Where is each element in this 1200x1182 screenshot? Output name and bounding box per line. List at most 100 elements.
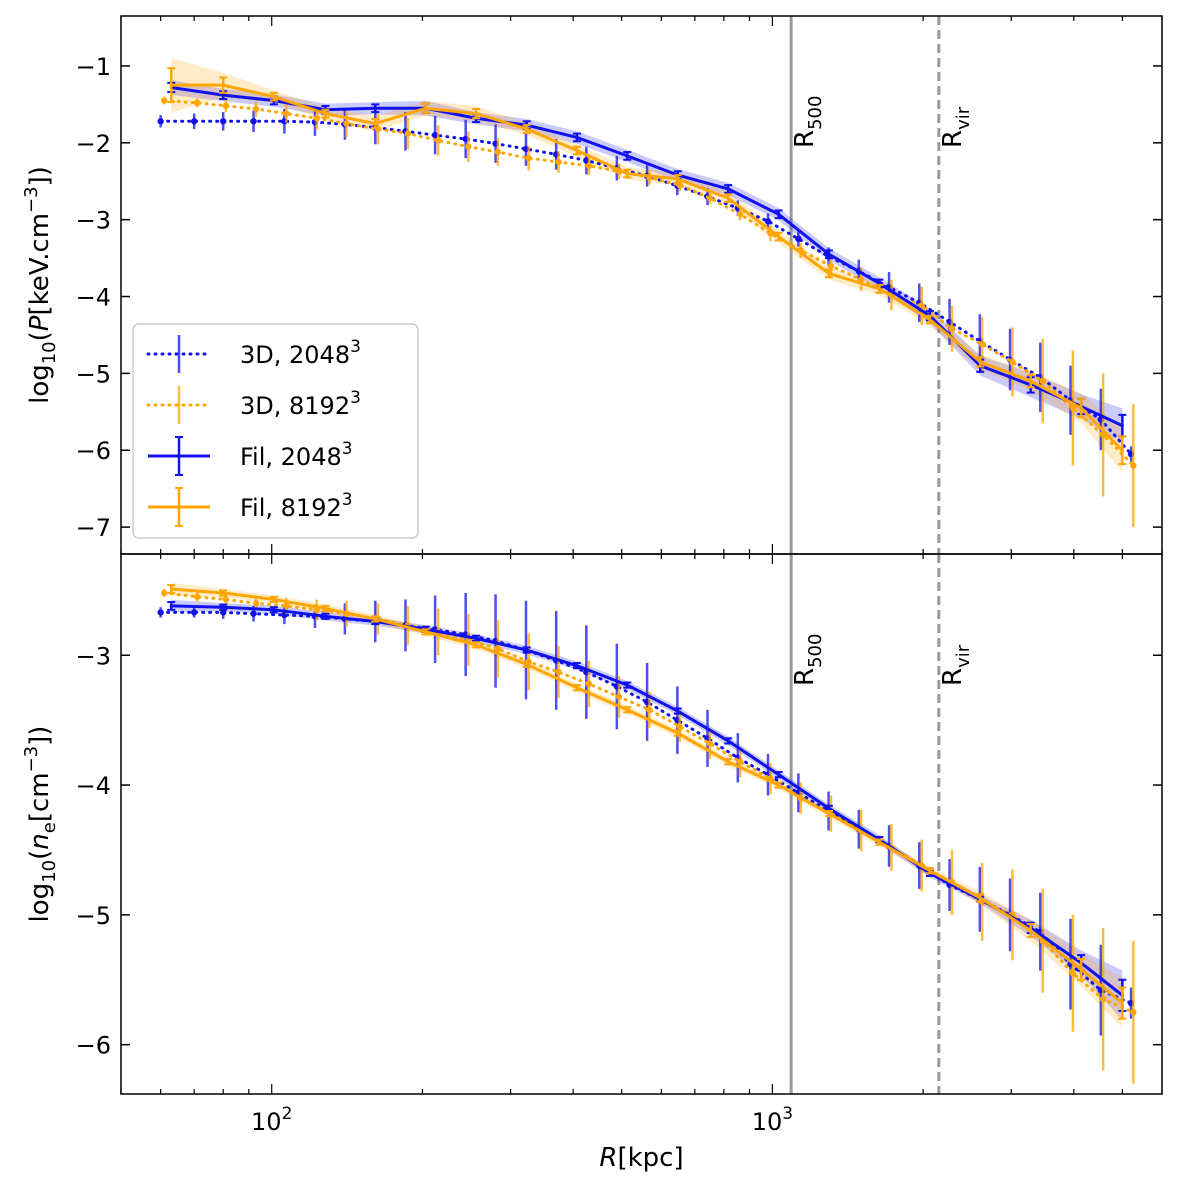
data-point bbox=[764, 218, 772, 225]
legend-entry-d3_8192: 3D, 81923 bbox=[146, 386, 361, 424]
legend-label-text: Fil, 2048 bbox=[240, 443, 342, 471]
y-label-log: log bbox=[25, 883, 55, 923]
panel-frame bbox=[120, 553, 1163, 1095]
data-point bbox=[585, 680, 593, 688]
data-point bbox=[555, 158, 562, 166]
legend-label-sup: 3 bbox=[342, 439, 353, 459]
data-point bbox=[222, 596, 230, 603]
y-axis-label: log10(P[keV.cm−3]) bbox=[21, 166, 60, 404]
data-point bbox=[736, 211, 744, 218]
data-point bbox=[706, 194, 714, 202]
data-point bbox=[404, 130, 412, 137]
data-point bbox=[827, 262, 835, 269]
x-tick-exp: 2 bbox=[282, 1104, 293, 1124]
y-tick-label: −1 bbox=[76, 53, 111, 81]
data-point bbox=[434, 137, 442, 144]
series-line bbox=[169, 587, 1124, 1005]
data-point bbox=[252, 105, 260, 113]
legend-label-sup: 3 bbox=[350, 388, 361, 408]
data-point bbox=[431, 131, 439, 139]
series-fil-8192- bbox=[167, 67, 1127, 466]
rvir-label: Rvir bbox=[938, 106, 974, 148]
data-point bbox=[283, 602, 290, 610]
y-label-unit-sup: −3 bbox=[21, 746, 42, 773]
y-tick-label: −5 bbox=[76, 360, 111, 388]
data-point bbox=[219, 118, 227, 125]
y-label-var: P bbox=[25, 315, 55, 331]
data-point bbox=[585, 162, 593, 170]
y-tick-label: −4 bbox=[76, 772, 111, 800]
data-point bbox=[494, 645, 502, 652]
y-label-unit: [keV.cm bbox=[25, 213, 55, 316]
y-tick-label: −7 bbox=[76, 514, 111, 542]
x-label-unit: [kpc] bbox=[617, 1143, 683, 1173]
data-point bbox=[161, 97, 168, 104]
rvir-label-sub: vir bbox=[953, 106, 974, 130]
data-point bbox=[313, 115, 320, 122]
series-line bbox=[169, 83, 1124, 452]
x-tick-base: 10 bbox=[752, 1108, 783, 1136]
y-label-log-sub: 10 bbox=[39, 341, 60, 364]
data-point bbox=[676, 723, 683, 730]
y-label-open: ( bbox=[25, 331, 55, 341]
plot-area: R500 Rvir bbox=[157, 554, 1137, 1094]
legend-label: Fil, 81923 bbox=[240, 490, 353, 522]
data-point bbox=[252, 600, 260, 607]
y-label-close: ]) bbox=[25, 726, 55, 746]
r500-label-sub: 500 bbox=[805, 634, 826, 668]
data-point bbox=[525, 154, 532, 162]
data-point bbox=[161, 589, 168, 597]
r500-label: R500 bbox=[790, 96, 826, 148]
legend-label-text: 3D, 8192 bbox=[240, 392, 350, 420]
y-tick-label: −5 bbox=[76, 902, 111, 930]
y-tick-label: −3 bbox=[76, 207, 111, 235]
rvir-label-main: R bbox=[938, 130, 968, 148]
y-label-log: log bbox=[25, 364, 55, 404]
legend-label: Fil, 20483 bbox=[240, 439, 353, 471]
data-point bbox=[250, 118, 257, 125]
legend-entry-d3_2048: 3D, 20483 bbox=[146, 335, 361, 373]
data-point bbox=[343, 120, 350, 127]
y-label-close: ]) bbox=[25, 166, 55, 186]
data-point bbox=[555, 668, 562, 676]
x-tick-label: 103 bbox=[752, 1104, 793, 1136]
r500-label-main: R bbox=[790, 668, 820, 686]
data-point bbox=[1039, 377, 1046, 385]
data-point bbox=[795, 235, 802, 243]
data-point bbox=[1069, 404, 1077, 412]
legend-label-text: 3D, 2048 bbox=[240, 341, 350, 369]
data-point bbox=[1009, 358, 1016, 366]
y-tick-label: −6 bbox=[76, 437, 111, 465]
data-point bbox=[190, 118, 198, 125]
data-point bbox=[222, 102, 230, 110]
data-point bbox=[157, 609, 164, 616]
data-point bbox=[1130, 462, 1137, 469]
data-point bbox=[706, 740, 714, 747]
y-tick-label: −4 bbox=[76, 284, 111, 312]
data-point bbox=[250, 610, 257, 617]
y-tick-label: −6 bbox=[76, 1032, 111, 1060]
data-point bbox=[194, 593, 201, 601]
data-point bbox=[194, 99, 201, 107]
y-label-unit-sup: −3 bbox=[21, 186, 42, 213]
x-tick-exp: 3 bbox=[782, 1104, 793, 1124]
y-label-var: n bbox=[25, 833, 55, 849]
legend-label-text: Fil, 8192 bbox=[240, 494, 342, 522]
rvir-label: Rvir bbox=[938, 644, 974, 686]
series-fil-8192- bbox=[167, 584, 1127, 1020]
data-point bbox=[736, 758, 744, 765]
data-point bbox=[465, 143, 472, 150]
x-tick-base: 10 bbox=[251, 1108, 282, 1136]
data-point bbox=[918, 302, 925, 309]
data-point bbox=[190, 609, 198, 616]
data-point bbox=[1130, 1009, 1137, 1016]
legend-label-sup: 3 bbox=[342, 490, 353, 510]
data-point bbox=[283, 110, 290, 117]
r500-label-main: R bbox=[790, 130, 820, 148]
y-axis-label: log10(ne[cm−3]) bbox=[21, 726, 60, 923]
series-line bbox=[169, 85, 1124, 428]
data-point bbox=[948, 325, 956, 333]
x-label-var: R bbox=[599, 1143, 617, 1173]
